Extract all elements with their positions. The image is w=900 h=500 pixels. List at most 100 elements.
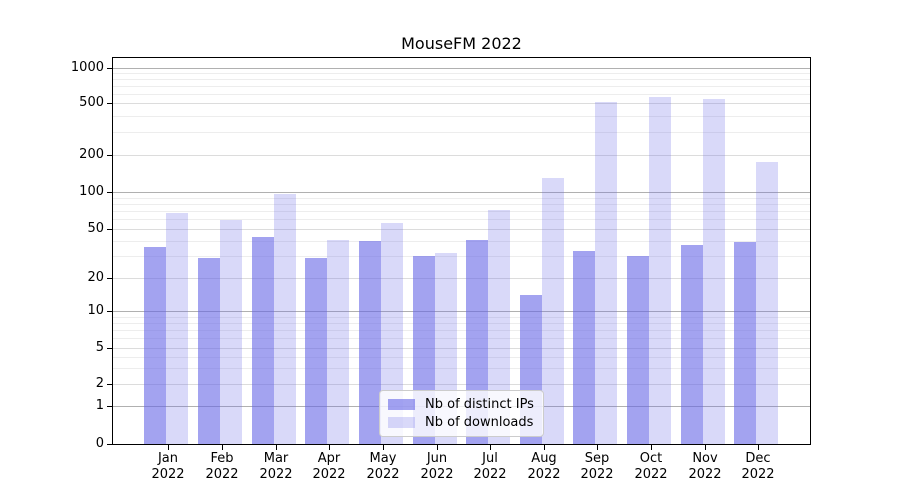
x-tick-month: Sep: [584, 451, 610, 466]
bar-ips-feb: [198, 258, 220, 444]
y-tick-mark-200: [107, 155, 112, 156]
x-tick-label-nov: Nov 2022: [663, 451, 747, 483]
gridline-y-20: [113, 278, 810, 279]
minor-gridline: [113, 73, 810, 74]
minor-gridline: [113, 330, 810, 331]
bar-ips-mar: [252, 237, 274, 444]
x-tick-year: 2022: [580, 467, 614, 482]
x-tick-label-oct: Oct 2022: [609, 451, 693, 483]
axis-spine-left: [112, 57, 113, 445]
y-tick-mark-100: [107, 192, 112, 193]
x-tick-label-feb: Feb 2022: [180, 451, 264, 483]
x-tick-mark-aug: [544, 445, 545, 450]
x-tick-label-dec: Dec 2022: [716, 451, 800, 483]
legend: Nb of distinct IPs Nb of downloads: [379, 390, 544, 437]
minor-gridline: [113, 132, 810, 133]
x-tick-mark-nov: [705, 445, 706, 450]
bar-ips-dec: [734, 242, 756, 444]
y-tick-label-1000: 1000: [70, 60, 104, 75]
bar-downloads-apr: [327, 240, 349, 444]
y-tick-mark-50: [107, 229, 112, 230]
gridline-y-2: [113, 384, 810, 385]
legend-swatch-distinct-ips: [388, 399, 415, 410]
minor-gridline: [113, 256, 810, 257]
y-tick-mark-500: [107, 103, 112, 104]
x-tick-month: Nov: [692, 451, 718, 466]
legend-entry-distinct-ips: Nb of distinct IPs: [388, 397, 535, 412]
bar-downloads-oct: [649, 97, 671, 444]
axis-spine-right: [810, 57, 811, 445]
bar-downloads-may: [381, 223, 403, 444]
legend-label-distinct-ips: Nb of distinct IPs: [425, 397, 534, 412]
minor-gridline: [113, 204, 810, 205]
y-tick-label-10: 10: [87, 303, 104, 318]
bar-ips-oct: [627, 256, 649, 444]
x-tick-year: 2022: [151, 467, 185, 482]
gridline-y-100: [113, 192, 810, 193]
x-tick-month: Jun: [426, 451, 448, 466]
x-tick-mark-may: [383, 445, 384, 450]
x-tick-year: 2022: [527, 467, 561, 482]
gridline-y-10: [113, 311, 810, 312]
x-tick-year: 2022: [634, 467, 668, 482]
bar-downloads-feb: [220, 220, 242, 444]
x-tick-year: 2022: [688, 467, 722, 482]
minor-gridline: [113, 86, 810, 87]
x-tick-month: Feb: [210, 451, 234, 466]
gridline-y-500: [113, 103, 810, 104]
y-tick-mark-10: [107, 311, 112, 312]
x-tick-mark-sep: [597, 445, 598, 450]
minor-gridline: [113, 94, 810, 95]
y-tick-mark-5: [107, 348, 112, 349]
x-tick-label-mar: Mar 2022: [234, 451, 318, 483]
x-tick-month: Mar: [263, 451, 289, 466]
x-tick-mark-jan: [168, 445, 169, 450]
bar-downloads-mar: [274, 194, 296, 444]
y-tick-label-50: 50: [87, 221, 104, 236]
x-tick-mark-apr: [329, 445, 330, 450]
gridline-y-50: [113, 229, 810, 230]
x-tick-mark-oct: [651, 445, 652, 450]
minor-gridline: [113, 211, 810, 212]
y-tick-label-0: 0: [95, 436, 104, 451]
x-tick-label-jun: Jun 2022: [395, 451, 479, 483]
x-tick-label-may: May 2022: [341, 451, 425, 483]
legend-entry-downloads: Nb of downloads: [388, 415, 535, 430]
minor-gridline: [113, 317, 810, 318]
axis-spine-bottom: [113, 444, 811, 445]
bar-downloads-dec: [756, 162, 778, 444]
bar-downloads-aug: [542, 178, 564, 444]
minor-gridline: [113, 219, 810, 220]
minor-gridline: [113, 338, 810, 339]
axis-spine-top: [113, 57, 811, 58]
x-tick-mark-jul: [490, 445, 491, 450]
x-tick-year: 2022: [366, 467, 400, 482]
bar-ips-apr: [305, 258, 327, 444]
x-tick-mark-feb: [222, 445, 223, 450]
gridline-y-5: [113, 348, 810, 349]
x-tick-year: 2022: [473, 467, 507, 482]
x-tick-year: 2022: [420, 467, 454, 482]
x-tick-label-aug: Aug 2022: [502, 451, 586, 483]
y-tick-mark-20: [107, 278, 112, 279]
x-tick-month: Jul: [482, 451, 498, 466]
legend-label-downloads: Nb of downloads: [425, 415, 534, 430]
y-tick-mark-0: [107, 444, 112, 445]
minor-gridline: [113, 357, 810, 358]
minor-gridline: [113, 198, 810, 199]
bar-downloads-nov: [703, 99, 725, 444]
bar-ips-may: [359, 241, 381, 444]
x-tick-label-apr: Apr 2022: [287, 451, 371, 483]
minor-gridline: [113, 323, 810, 324]
bar-ips-nov: [681, 245, 703, 444]
minor-gridline: [113, 116, 810, 117]
y-tick-label-100: 100: [79, 184, 104, 199]
legend-swatch-downloads: [388, 417, 415, 428]
y-tick-mark-2: [107, 384, 112, 385]
gridline-y-1000: [113, 68, 810, 69]
chart-title: MouseFM 2022: [401, 34, 522, 53]
x-tick-year: 2022: [312, 467, 346, 482]
minor-gridline: [113, 241, 810, 242]
x-tick-label-jul: Jul 2022: [448, 451, 532, 483]
